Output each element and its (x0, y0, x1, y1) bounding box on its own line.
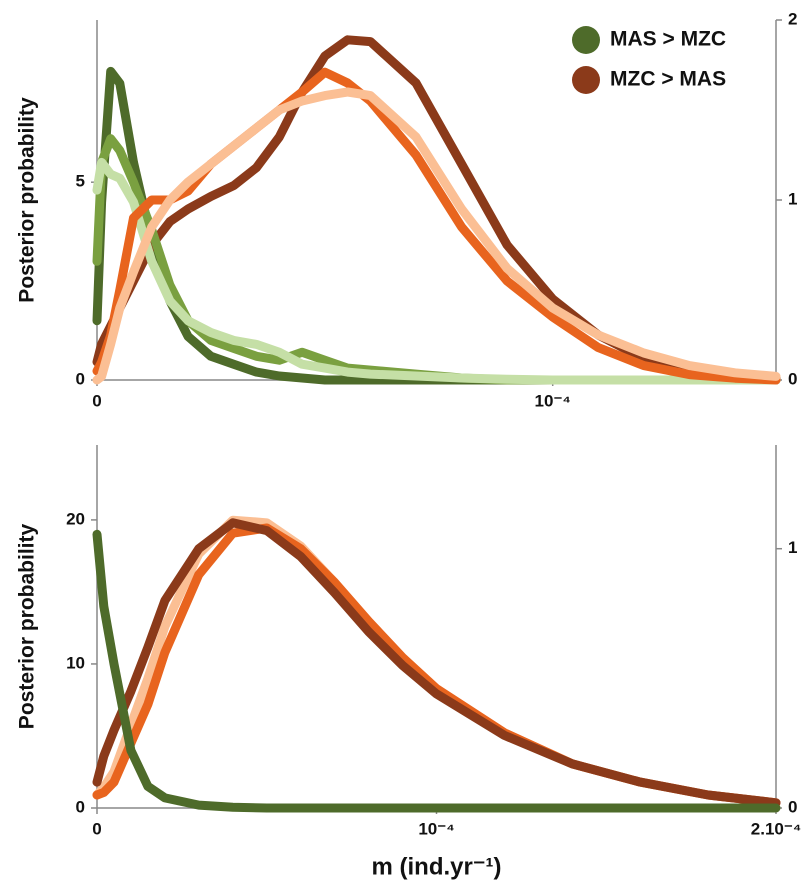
legend-label: MAS > MZC (610, 28, 726, 51)
series-line (92, 87, 781, 385)
y2-tick-label: 0 (788, 369, 797, 388)
y2-tick-label: 0 (788, 797, 797, 816)
series-line (92, 67, 781, 385)
legend-marker (572, 66, 600, 94)
y-tick-label: 10 (66, 653, 85, 672)
x-tick-label: 0 (92, 819, 101, 838)
y2-tick-label: 1 (788, 189, 797, 208)
y-tick-label: 0 (76, 369, 85, 388)
legend-marker (572, 26, 600, 54)
x-tick-label: 10⁻⁴ (418, 819, 454, 838)
y2-tick-label: 2 (788, 9, 797, 28)
series-line (92, 529, 781, 813)
x-tick-label: 2.10⁻⁴ (751, 819, 801, 838)
y-tick-label: 5 (76, 172, 85, 191)
series-line (92, 518, 781, 808)
x-axis-title: m (ind.yr⁻¹) (372, 853, 502, 880)
x-tick-label: 0 (92, 391, 101, 410)
series-line (92, 523, 781, 808)
x-tick-label: 10⁻⁴ (535, 391, 571, 410)
y2-tick-label: 1 (788, 538, 797, 557)
legend-label: MZC > MAS (610, 68, 726, 91)
series-line (92, 515, 781, 808)
y-axis-title: Posterior probability (16, 524, 39, 730)
y-tick-label: 0 (76, 797, 85, 816)
y-tick-label: 20 (66, 509, 85, 528)
series-line (92, 157, 781, 385)
y-axis-title: Posterior probability (16, 97, 39, 303)
